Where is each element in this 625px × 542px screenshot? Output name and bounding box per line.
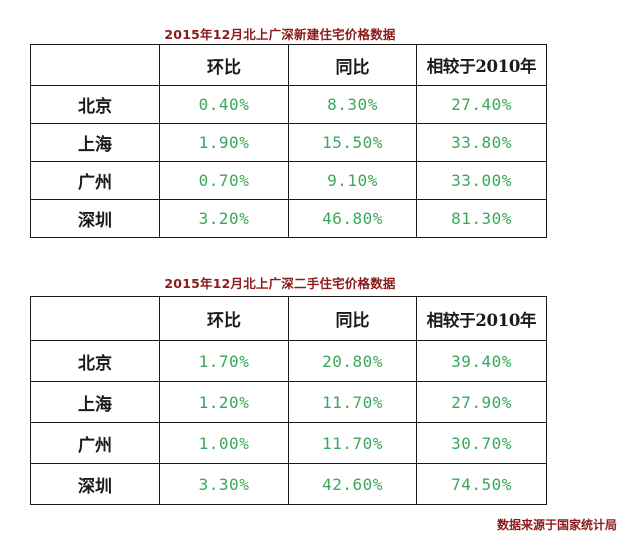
mom-header: 环比 [159, 296, 289, 341]
vs2010-cell: 81.30% [416, 199, 547, 238]
vs2010-cell: 39.40% [416, 340, 547, 382]
city-cell: 北京 [30, 85, 160, 124]
mom-cell: 3.20% [159, 199, 289, 238]
resale-housing-table-title: 2015年12月北上广深二手住宅价格数据 [164, 276, 396, 291]
city-cell: 深圳 [30, 199, 160, 238]
mom-cell: 1.90% [159, 123, 289, 162]
data-source-note: 数据来源于国家统计局 [496, 518, 617, 532]
yoy-cell: 15.50% [288, 123, 417, 162]
city-cell: 深圳 [30, 463, 160, 505]
mom-cell: 3.30% [159, 463, 289, 505]
table-row: 上海 1.90% 15.50% 33.80% [30, 123, 547, 162]
vs2010-cell: 27.90% [416, 381, 547, 423]
yoy-cell: 8.30% [288, 85, 417, 124]
resale-housing-price-table: 环比 同比 相较于2010年 北京 1.70% 20.80% 39.40% 上海… [30, 296, 547, 505]
table-header-row: 环比 同比 相较于2010年 [30, 296, 547, 341]
table-row: 北京 1.70% 20.80% 39.40% [30, 340, 547, 382]
table-header-row: 环比 同比 相较于2010年 [30, 44, 547, 86]
new-housing-price-table: 环比 同比 相较于2010年 北京 0.40% 8.30% 27.40% 上海 … [30, 44, 547, 238]
corner-header-cell [30, 44, 160, 86]
table-row: 广州 1.00% 11.70% 30.70% [30, 422, 547, 464]
table-row: 深圳 3.20% 46.80% 81.30% [30, 199, 547, 238]
vs2010-header: 相较于2010年 [416, 44, 547, 86]
mom-cell: 1.20% [159, 381, 289, 423]
mom-header: 环比 [159, 44, 289, 86]
mom-cell: 1.00% [159, 422, 289, 464]
yoy-cell: 11.70% [288, 422, 417, 464]
mom-cell: 0.70% [159, 161, 289, 200]
vs2010-cell: 30.70% [416, 422, 547, 464]
vs2010-cell: 27.40% [416, 85, 547, 124]
mom-cell: 0.40% [159, 85, 289, 124]
table-row: 北京 0.40% 8.30% 27.40% [30, 85, 547, 124]
vs2010-header: 相较于2010年 [416, 296, 547, 341]
yoy-cell: 20.80% [288, 340, 417, 382]
vs2010-cell: 74.50% [416, 463, 547, 505]
city-cell: 广州 [30, 422, 160, 464]
mom-cell: 1.70% [159, 340, 289, 382]
new-housing-table-title: 2015年12月北上广深新建住宅价格数据 [164, 27, 396, 42]
table-row: 广州 0.70% 9.10% 33.00% [30, 161, 547, 200]
yoy-cell: 11.70% [288, 381, 417, 423]
city-cell: 上海 [30, 381, 160, 423]
city-cell: 北京 [30, 340, 160, 382]
table-row: 上海 1.20% 11.70% 27.90% [30, 381, 547, 423]
vs2010-cell: 33.00% [416, 161, 547, 200]
vs2010-cell: 33.80% [416, 123, 547, 162]
yoy-cell: 46.80% [288, 199, 417, 238]
yoy-cell: 42.60% [288, 463, 417, 505]
city-cell: 广州 [30, 161, 160, 200]
corner-header-cell [30, 296, 160, 341]
city-cell: 上海 [30, 123, 160, 162]
yoy-header: 同比 [288, 44, 417, 86]
yoy-cell: 9.10% [288, 161, 417, 200]
yoy-header: 同比 [288, 296, 417, 341]
table-row: 深圳 3.30% 42.60% 74.50% [30, 463, 547, 505]
